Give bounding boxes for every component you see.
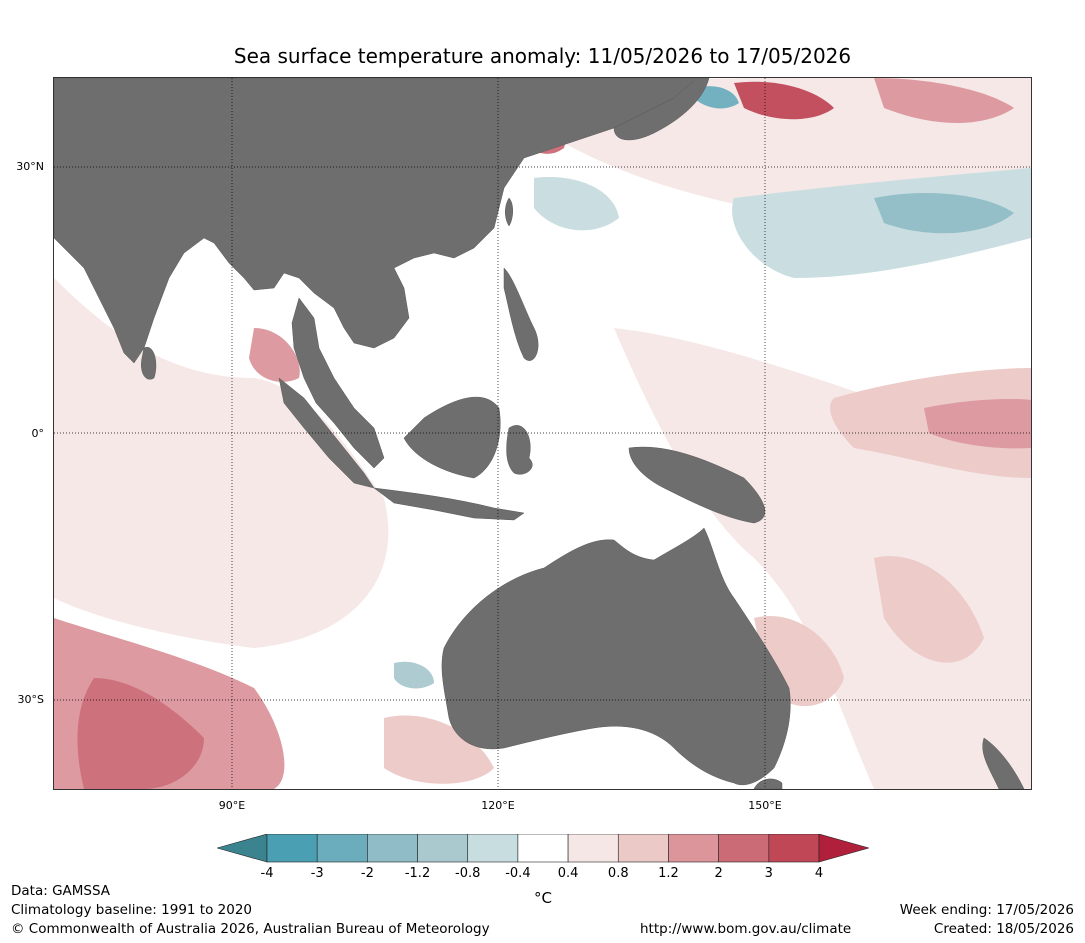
colorbar-swatch [266, 834, 318, 863]
colorbar-swatch [517, 834, 569, 863]
lat-label-equator: 0° [31, 427, 45, 440]
colorbar-swatch [818, 834, 869, 863]
colorbar [217, 834, 869, 863]
colorbar-tick-label: -3 [310, 866, 324, 881]
colorbar-swatch [417, 834, 469, 863]
lon-label-150e: 150°E [748, 799, 782, 812]
colorbar-tick-label: -0.4 [505, 866, 531, 881]
lat-label-30s: 30°S [17, 693, 44, 706]
data-source: Data: GAMSSA [11, 883, 111, 899]
lon-label-90e: 90°E [218, 799, 246, 812]
colorbar-tick-label: 0.4 [557, 866, 579, 881]
colorbar-swatch [617, 834, 669, 863]
colorbar-swatch [668, 834, 719, 863]
map-canvas [54, 78, 1031, 789]
land-masses [54, 78, 1025, 789]
colorbar-tick-label: 3 [764, 866, 773, 881]
lat-label-30n: 30°N [16, 160, 44, 173]
colorbar-tick-label: -0.8 [455, 866, 481, 881]
anomaly-fields [54, 78, 1031, 789]
colorbar-swatch [316, 834, 368, 863]
colorbar-tick-label: 2 [714, 866, 723, 881]
colorbar-tick-label: -4 [260, 866, 274, 881]
colorbar-tick-label: 4 [814, 866, 824, 881]
climatology-baseline: Climatology baseline: 1991 to 2020 [11, 902, 252, 918]
colorbar-swatch [217, 834, 268, 863]
colorbar-tick-label: 1.2 [658, 866, 679, 881]
colorbar-swatch [567, 834, 619, 863]
week-ending: Week ending: 17/05/2026 [899, 902, 1074, 918]
colorbar-swatch [367, 834, 418, 863]
bom-climate-link[interactable]: http://www.bom.gov.au/climate [640, 921, 852, 937]
lon-label-120e: 120°E [481, 799, 515, 812]
sst-anomaly-map [53, 77, 1032, 790]
colorbar-swatch [718, 834, 770, 863]
colorbar-swatch [467, 834, 519, 863]
colorbar-units: °C [534, 889, 552, 907]
graticule [54, 78, 1031, 789]
created-date: Created: 18/05/2026 [933, 921, 1074, 937]
colorbar-tick-label: 0.8 [607, 866, 629, 881]
colorbar-swatch [768, 834, 820, 863]
copyright: © Commonwealth of Australia 2026, Austra… [11, 921, 490, 937]
colorbar-tick-label: -1.2 [404, 866, 431, 881]
colorbar-tick-label: -2 [360, 866, 374, 881]
map-title: Sea surface temperature anomaly: 11/05/2… [233, 44, 852, 68]
